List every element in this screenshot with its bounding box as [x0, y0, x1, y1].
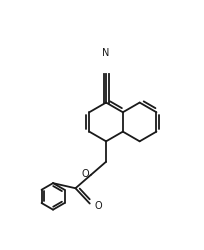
Text: O: O: [81, 169, 89, 179]
Text: N: N: [102, 48, 110, 58]
Text: O: O: [95, 200, 102, 210]
